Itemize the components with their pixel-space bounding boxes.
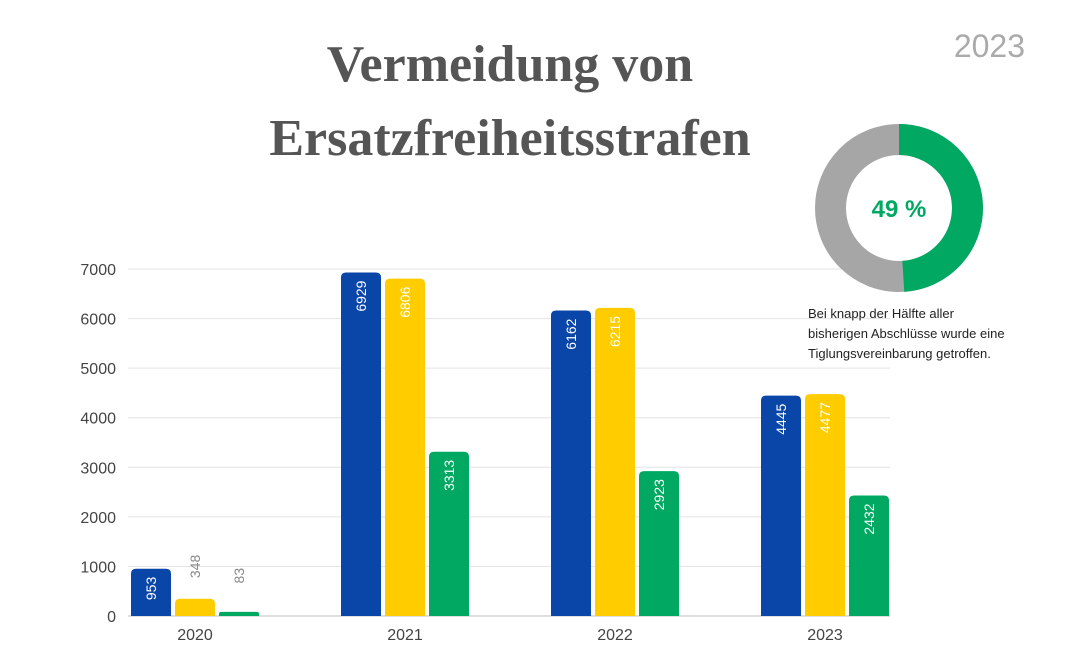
bar-value-label: 6162	[563, 318, 579, 349]
title-line-2: Ersatzfreiheitsstrafen	[269, 110, 751, 167]
bar	[219, 611, 259, 616]
title-line-1: Vermeidung von	[326, 36, 694, 93]
x-tick-label: 2021	[387, 627, 423, 644]
bar-value-label: 2432	[861, 503, 877, 534]
y-tick-label: 6000	[80, 312, 116, 329]
bar-value-label: 4477	[817, 402, 833, 433]
bar	[429, 451, 469, 616]
y-tick-label: 5000	[80, 361, 116, 378]
bar-value-label: 6215	[607, 316, 623, 347]
donut-active-slice	[898, 124, 983, 292]
bar-value-label: 83	[231, 568, 247, 584]
donut-description: Bei knapp der Hälfte aller bisherigen Ab…	[808, 306, 1005, 361]
bar-value-label: 953	[143, 577, 159, 601]
bar	[761, 395, 801, 616]
x-axis-ticks: 2020 2021 2022 2023	[177, 627, 843, 644]
y-tick-label: 2000	[80, 510, 116, 527]
year-label: 2023	[953, 28, 1025, 64]
bar	[131, 568, 171, 616]
bar-value-label: 3313	[441, 460, 457, 491]
y-tick-label: 3000	[80, 460, 116, 477]
bar	[341, 272, 381, 616]
bar	[805, 394, 845, 616]
y-tick-label: 4000	[80, 411, 116, 428]
bars: 953 348 83 6929 6806 3313 6162 6215 2923 4445 4477…	[131, 272, 889, 616]
donut-percent-label: 49 %	[872, 196, 927, 223]
x-tick-label: 2020	[177, 627, 213, 644]
y-tick-label: 1000	[80, 559, 116, 576]
y-tick-label: 0	[107, 609, 116, 626]
bar-value-label: 6806	[397, 286, 413, 317]
bar	[639, 471, 679, 616]
y-tick-label: 7000	[80, 262, 116, 279]
bar-value-label: 6929	[353, 280, 369, 311]
x-tick-label: 2023	[807, 627, 843, 644]
bar	[551, 310, 591, 616]
y-axis-ticks: 0 1000 2000 3000 4000 5000 6000 7000	[80, 262, 116, 626]
bar-value-label: 2923	[651, 479, 667, 510]
bar	[595, 307, 635, 616]
bar	[385, 278, 425, 616]
bar	[849, 495, 889, 616]
bar-value-label: 4445	[773, 403, 789, 434]
bar-value-label: 348	[187, 555, 203, 579]
donut-chart: 49 %	[815, 124, 983, 292]
chart-title: Vermeidung von Ersatzfreiheitsstrafen	[180, 28, 840, 176]
x-tick-label: 2022	[597, 627, 633, 644]
bar	[175, 598, 215, 616]
